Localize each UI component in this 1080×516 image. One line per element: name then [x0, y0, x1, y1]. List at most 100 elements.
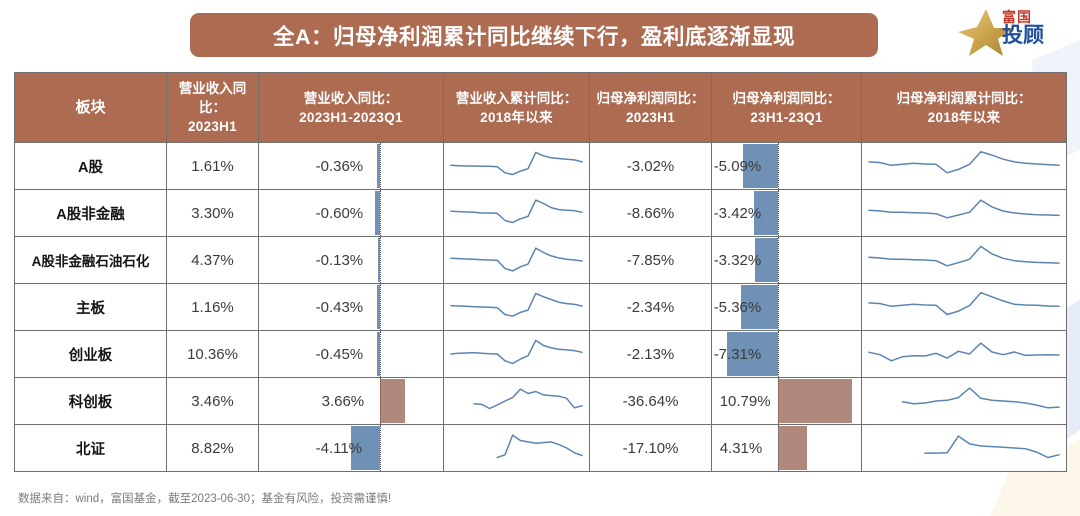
header-row: 板块 营业收入同比： 2023H1 营业收入同比： 2023H1-2023Q1 …: [14, 72, 1067, 143]
table-body: A股 1.61% -0.36% -3.02% -5.09% A股非金融 3.30% -0.60…: [14, 142, 1067, 472]
rev-delta-4-bar-label: -0.45%: [315, 345, 364, 363]
rev-yoy-value-1: 3.30%: [166, 189, 259, 237]
zero-line: [777, 425, 779, 471]
zero-line: [777, 237, 779, 283]
rev-delta-1-bar-label: -0.60%: [315, 204, 364, 222]
zero-line: [777, 190, 779, 236]
np-cum-1-sparkline: [862, 190, 1066, 236]
np-delta-6-bar: [777, 426, 808, 470]
np-delta-2-bar-label: -3.32%: [713, 251, 762, 269]
zero-line: [379, 190, 381, 236]
table-row: A股非金融 3.30% -0.60% -8.66% -3.42%: [14, 189, 1067, 237]
rev-cum-spark-cell-2: [443, 236, 590, 284]
header-cell-rev-yoy: 营业收入同比： 2023H1: [166, 72, 259, 143]
zero-line: [379, 143, 381, 189]
row-label-4: 创业板: [14, 330, 167, 378]
rev-cum-3-sparkline: [444, 284, 589, 330]
header-line1: 营业收入同比：: [178, 81, 247, 115]
np-cum-spark-cell-1: [861, 189, 1067, 237]
rev-delta-0-bar-label: -0.36%: [315, 157, 364, 175]
rev-delta-5-bar-label: 3.66%: [321, 392, 365, 410]
rev-cum-spark-cell-5: [443, 377, 590, 425]
np-yoy-value-3: -2.34%: [589, 283, 712, 331]
table-row: 科创板 3.46% 3.66% -36.64% 10.79%: [14, 377, 1067, 425]
rev-delta-4-bar-cell: -0.45%: [258, 330, 444, 378]
rev-cum-spark-cell-3: [443, 283, 590, 331]
np-delta-4-bar-label: -7.31%: [713, 345, 762, 363]
zero-line: [777, 378, 779, 424]
header-line1: 板块: [75, 99, 106, 116]
np-cum-spark-cell-6: [861, 424, 1067, 472]
rev-delta-3-bar-label: -0.43%: [315, 298, 364, 316]
rev-cum-spark-cell-6: [443, 424, 590, 472]
rev-cum-6-sparkline: [444, 425, 589, 471]
row-label-0: A股: [14, 142, 167, 190]
rev-delta-6-bar: [351, 426, 380, 470]
table-row: 创业板 10.36% -0.45% -2.13% -7.31%: [14, 330, 1067, 378]
rev-delta-4-bar: [376, 332, 380, 376]
rev-delta-2-bar-cell: -0.13%: [258, 236, 444, 284]
rev-yoy-value-4: 10.36%: [166, 330, 259, 378]
np-cum-spark-cell-4: [861, 330, 1067, 378]
rev-delta-0-bar-cell: -0.36%: [258, 142, 444, 190]
np-delta-6-bar-cell: 4.31%: [711, 424, 862, 472]
np-cum-spark-cell-2: [861, 236, 1067, 284]
header-line2: 2018年以来: [480, 109, 553, 125]
page-title-text: 全A：归母净利润累计同比继续下行，盈利底逐渐显现: [272, 24, 796, 49]
table-row: A股 1.61% -0.36% -3.02% -5.09%: [14, 142, 1067, 190]
zero-line: [379, 331, 381, 377]
np-cum-6-sparkline: [862, 425, 1066, 471]
zero-line: [379, 425, 381, 471]
zero-line: [379, 378, 381, 424]
header-line2: 2018年以来: [927, 109, 1001, 125]
np-yoy-value-6: -17.10%: [589, 424, 712, 472]
table-row: 主板 1.16% -0.43% -2.34% -5.36%: [14, 283, 1067, 331]
header-line1: 归母净利润同比：: [596, 90, 705, 106]
rev-cum-1-sparkline: [444, 190, 589, 236]
zero-line: [379, 284, 381, 330]
rev-cum-spark-cell-1: [443, 189, 590, 237]
row-label-3: 主板: [14, 283, 167, 331]
np-cum-spark-cell-5: [861, 377, 1067, 425]
rev-yoy-value-3: 1.16%: [166, 283, 259, 331]
rev-cum-4-sparkline: [444, 331, 589, 377]
np-cum-2-sparkline: [862, 237, 1066, 283]
header-line1: 归母净利润累计同比：: [896, 90, 1032, 106]
header-line1: 营业收入同比：: [303, 90, 399, 106]
header-cell-sector: 板块: [14, 72, 167, 143]
row-label-6: 北证: [14, 424, 167, 472]
np-delta-0-bar: [742, 144, 778, 188]
page-title: 全A：归母净利润累计同比继续下行，盈利底逐渐显现: [190, 13, 878, 57]
header-cell-rev-cum-spark: 营业收入累计同比： 2018年以来: [443, 72, 590, 143]
np-delta-4-bar-cell: -7.31%: [711, 330, 862, 378]
financial-summary-table: 板块 营业收入同比： 2023H1 营业收入同比： 2023H1-2023Q1 …: [14, 72, 1067, 472]
np-delta-1-bar-cell: -3.42%: [711, 189, 862, 237]
np-yoy-value-4: -2.13%: [589, 330, 712, 378]
np-delta-5-bar-cell: 10.79%: [711, 377, 862, 425]
np-cum-spark-cell-0: [861, 142, 1067, 190]
rev-delta-0-bar: [377, 144, 380, 188]
np-delta-4-bar: [727, 332, 778, 376]
header-line2: 2023H1: [625, 109, 676, 125]
np-delta-5-bar-label: 10.79%: [719, 392, 771, 410]
zero-line: [777, 143, 779, 189]
np-delta-2-bar: [754, 238, 778, 282]
rev-delta-2-bar: [377, 238, 380, 282]
rev-cum-0-sparkline: [444, 143, 589, 189]
rev-delta-3-bar: [376, 285, 380, 329]
header-line1: 营业收入累计同比：: [455, 90, 578, 106]
rev-delta-3-bar-cell: -0.43%: [258, 283, 444, 331]
logo-brand-bottom: 投顾: [1002, 24, 1044, 47]
np-delta-0-bar-cell: -5.09%: [711, 142, 862, 190]
rev-cum-2-sparkline: [444, 237, 589, 283]
table-row: A股非金融石油石化 4.37% -0.13% -7.85% -3.32%: [14, 236, 1067, 284]
zero-line: [777, 284, 779, 330]
logo-brand-top: 富国: [1002, 9, 1032, 25]
rev-delta-5-bar: [379, 379, 405, 423]
np-delta-3-bar-label: -5.36%: [713, 298, 762, 316]
np-yoy-value-5: -36.64%: [589, 377, 712, 425]
header-cell-np-cum-spark: 归母净利润累计同比： 2018年以来: [861, 72, 1067, 143]
rev-yoy-value-0: 1.61%: [166, 142, 259, 190]
row-label-1: A股非金融: [14, 189, 167, 237]
